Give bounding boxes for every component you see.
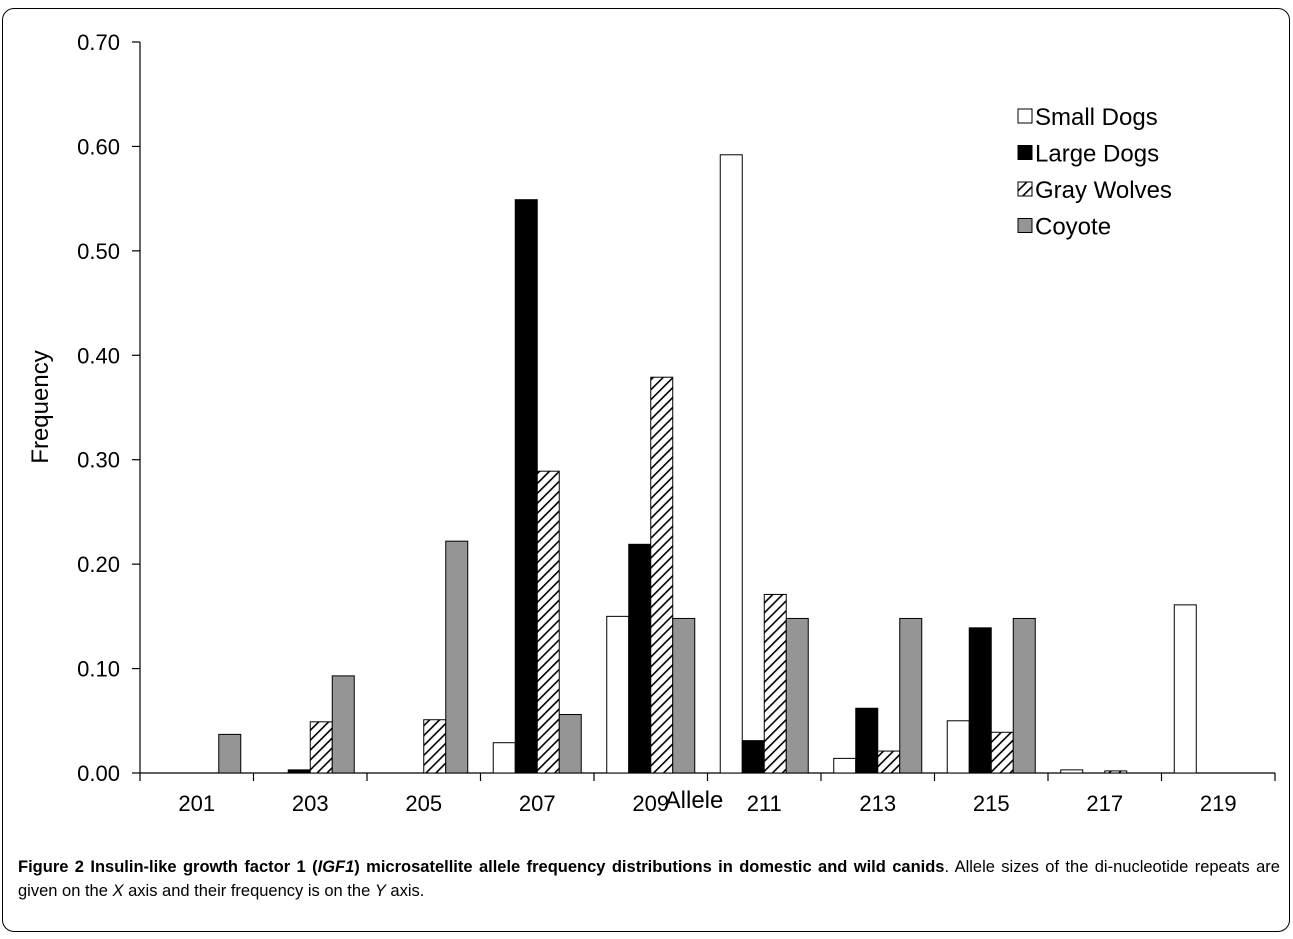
x-tick-label: 217: [1086, 791, 1123, 816]
caption-x-axis: X: [112, 882, 124, 900]
caption-title-start: Insulin-like growth factor 1 (: [90, 858, 318, 876]
bar: [492, 742, 516, 774]
bar: [445, 540, 469, 774]
x-axis-title: Allele: [665, 787, 724, 814]
bar: [536, 470, 560, 774]
bar: [899, 617, 923, 774]
bar: [1104, 770, 1128, 774]
bar: [1173, 604, 1197, 774]
bar: [741, 740, 765, 774]
legend-label: Coyote: [1035, 214, 1111, 241]
bar: [423, 719, 447, 774]
bar: [287, 769, 311, 774]
y-tick-label: 0.20: [77, 552, 120, 577]
legend-label: Small Dogs: [1035, 104, 1158, 131]
x-tick-label: 203: [292, 791, 329, 816]
x-tick-label: 201: [178, 791, 215, 816]
bars-layer: [218, 154, 1197, 774]
caption-title-end: ) microsatellite allele frequency distri…: [354, 858, 945, 876]
y-tick-label: 0.60: [77, 134, 120, 159]
caption-body-2: axis and their frequency is on the: [123, 882, 375, 900]
bar: [514, 199, 538, 774]
caption-title: Insulin-like growth factor 1 (IGF1) micr…: [90, 858, 944, 876]
bar: [785, 617, 809, 774]
figure-caption: Figure 2 Insulin-like growth factor 1 (I…: [18, 855, 1280, 903]
y-tick-label: 0.10: [77, 657, 120, 682]
bar: [606, 615, 630, 774]
x-tick-label: 211: [747, 791, 782, 816]
y-axis-title: Frequency: [27, 350, 54, 463]
legend-swatch: [1017, 145, 1033, 160]
bar: [833, 757, 857, 774]
x-tick-label: 219: [1200, 791, 1237, 816]
bar: [1060, 769, 1084, 774]
bar: [331, 675, 355, 774]
bar: [218, 733, 242, 774]
y-tick-label: 0.40: [77, 343, 120, 368]
tick-labels-layer: 0.00 0.10 0.20 0.30 0.40 0.50 0.60 0.70 201 203 20…: [77, 30, 1236, 816]
caption-body-3: axis.: [385, 882, 425, 900]
bar: [1012, 617, 1036, 774]
bar: [672, 617, 696, 774]
bar: [309, 721, 333, 774]
bar: [650, 376, 674, 774]
bar: [968, 627, 992, 774]
bar: [763, 593, 787, 774]
legend-swatch: [1017, 181, 1033, 197]
y-tick-label: 0.70: [77, 30, 120, 55]
bar: [946, 720, 970, 774]
x-tick-label: 215: [973, 791, 1010, 816]
figure-frame: [2, 8, 1290, 932]
bar: [628, 543, 652, 774]
y-tick-label: 0.00: [77, 761, 120, 786]
bar: [558, 714, 582, 774]
caption-title-gene: IGF1: [317, 858, 355, 876]
x-tick-label: 209: [632, 791, 669, 816]
bar: [855, 707, 879, 774]
legend-label: Large Dogs: [1035, 141, 1159, 168]
caption-y-axis: Y: [374, 882, 386, 900]
bar: [990, 731, 1014, 774]
x-tick-label: 207: [519, 791, 556, 816]
x-tick-label: 205: [405, 791, 442, 816]
y-tick-label: 0.30: [77, 448, 120, 473]
legend-label: Gray Wolves: [1035, 177, 1172, 204]
legend-swatch: [1017, 108, 1033, 124]
caption-period: .: [944, 858, 950, 876]
y-tick-label: 0.50: [77, 239, 120, 264]
bar: [877, 750, 901, 774]
legend-swatch: [1017, 218, 1033, 233]
x-tick-label: 213: [859, 791, 896, 816]
bar-chart: 0.00 0.10 0.20 0.30 0.40 0.50 0.60 0.70 201 203 20…: [27, 30, 1276, 816]
legend: Small Dogs Large Dogs Gray Wolves Coyote: [1017, 104, 1172, 241]
caption-body-1: Allele sizes of the di-nucleotide repeat…: [18, 858, 1280, 900]
bar: [719, 154, 743, 774]
caption-label: Figure 2: [18, 858, 84, 876]
